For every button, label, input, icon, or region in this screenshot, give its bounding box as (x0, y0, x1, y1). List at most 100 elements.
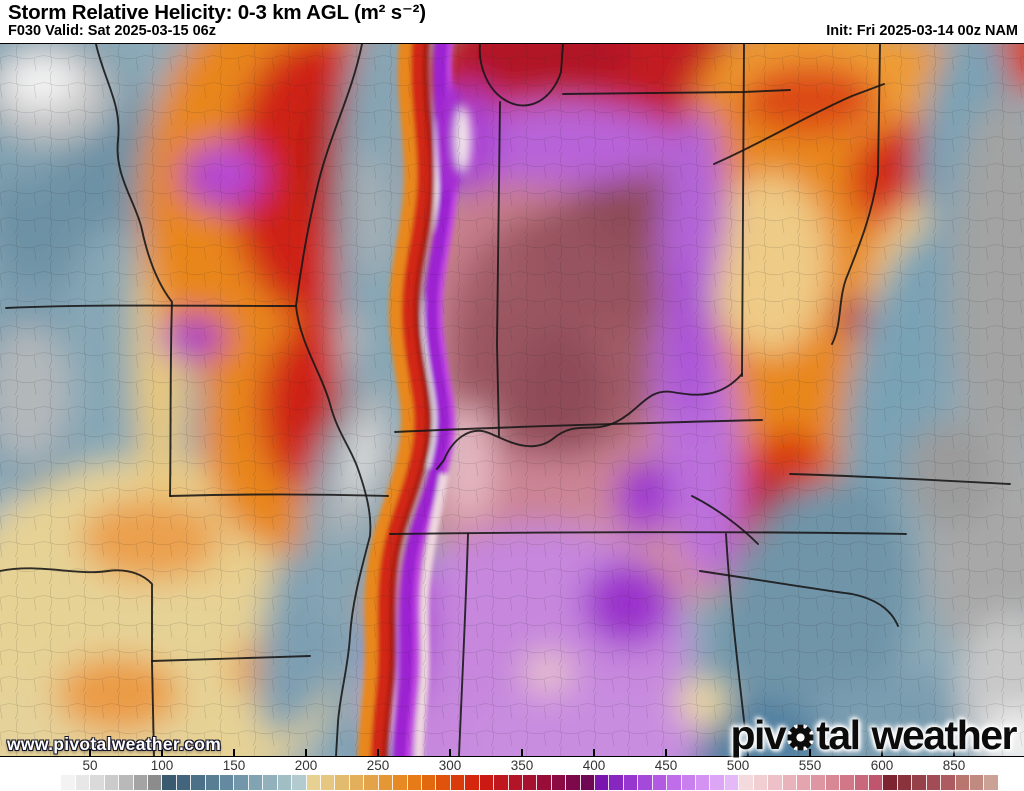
colorbar-cell (263, 775, 278, 790)
colorbar-tick-label: 250 (366, 758, 390, 773)
colorbar-tick-label: 300 (438, 758, 462, 773)
colorbar-cell (652, 775, 668, 790)
colorbar-cell (494, 775, 509, 790)
valid-time-label: F030 Valid: Sat 2025-03-15 06z (8, 23, 216, 39)
colorbar-cell (609, 775, 624, 790)
colorbar-cell (306, 775, 322, 790)
colorbar-tick-mark (593, 749, 595, 756)
colorbar-cell (335, 775, 350, 790)
colorbar (47, 775, 998, 790)
colorbar-cell (796, 775, 812, 790)
colorbar-cell (162, 775, 177, 790)
colorbar-cell (883, 775, 898, 790)
colorbar-tick-mark (665, 749, 667, 756)
colorbar-cell (61, 775, 76, 790)
colorbar-cell (176, 775, 192, 790)
colorbar-cell (580, 775, 596, 790)
colorbar-cell (436, 775, 451, 790)
colorbar-cell (782, 775, 797, 790)
colorbar-cell (724, 775, 740, 790)
colorbar-tick-label: 450 (654, 758, 678, 773)
colorbar-cell (508, 775, 523, 790)
colorbar-cell (321, 775, 336, 790)
state-borders (0, 44, 1011, 756)
colorbar-tick-mark (161, 749, 163, 756)
colorbar-cell (638, 775, 653, 790)
colorbar-cell (248, 775, 264, 790)
colorbar-cell (133, 775, 148, 790)
colorbar-tick-mark (377, 749, 379, 756)
county-lines-texture (0, 44, 1024, 756)
colorbar-cell (926, 775, 942, 790)
colorbar-cell (90, 775, 105, 790)
colorbar-tick-label: 400 (582, 758, 606, 773)
colorbar-cell (47, 775, 62, 790)
colorbar-cell (854, 775, 870, 790)
colorbar-cell (912, 775, 927, 790)
colorbar-cell (479, 775, 495, 790)
colorbar-tick-mark (881, 749, 883, 756)
colorbar-tick-mark (233, 749, 235, 756)
colorbar-cell (522, 775, 538, 790)
page-title: Storm Relative Helicity: 0-3 km AGL (m² … (8, 1, 426, 24)
colorbar-cell (421, 775, 437, 790)
colorbar-tick-mark (521, 749, 523, 756)
colorbar-cell (955, 775, 970, 790)
colorbar-cell (825, 775, 841, 790)
helicity-map: www.pivotalweather.com piv tal weather (0, 43, 1024, 757)
colorbar-tick-mark (449, 749, 451, 756)
colorbar-cell (695, 775, 711, 790)
colorbar-cell (393, 775, 408, 790)
colorbar-cell (119, 775, 134, 790)
helicity-map-svg (0, 44, 1024, 756)
logo-text-piv: piv (730, 712, 786, 758)
colorbar-cell (811, 775, 826, 790)
colorbar-tick-mark (809, 749, 811, 756)
colorbar-cell (407, 775, 422, 790)
colorbar-tick-label: 150 (222, 758, 246, 773)
colorbar-tick-label: 600 (870, 758, 894, 773)
init-time-label: Init: Fri 2025-03-14 00z NAM (826, 23, 1018, 39)
colorbar-cell (465, 775, 480, 790)
colorbar-cell (450, 775, 466, 790)
colorbar-cell (349, 775, 365, 790)
header: Storm Relative Helicity: 0-3 km AGL (m² … (0, 0, 1024, 43)
colorbar-tick-label: 850 (942, 758, 966, 773)
logo-text-weather: weather (871, 712, 1018, 758)
colorbar-tick-label: 50 (82, 758, 98, 773)
colorbar-cell (710, 775, 725, 790)
colorbar-cell (537, 775, 552, 790)
colorbar-cell (840, 775, 855, 790)
colorbar-cell (869, 775, 884, 790)
colorbar-cell (234, 775, 249, 790)
colorbar-cell (984, 775, 998, 790)
colorbar-cell (364, 775, 379, 790)
gear-icon (787, 724, 814, 751)
colorbar-cell (595, 775, 610, 790)
colorbar-tick-label: 200 (294, 758, 318, 773)
colorbar-cell (551, 775, 567, 790)
colorbar-cell (277, 775, 293, 790)
colorbar-cell (768, 775, 783, 790)
logo-text-tal: tal (816, 712, 861, 758)
colorbar-cell (292, 775, 307, 790)
colorbar-cell (941, 775, 956, 790)
watermark: www.pivotalweather.com (7, 734, 222, 754)
colorbar-cell (753, 775, 769, 790)
colorbar-cell (220, 775, 235, 790)
colorbar-cell (104, 775, 120, 790)
colorbar-tick-label: 550 (798, 758, 822, 773)
colorbar-cell (191, 775, 206, 790)
colorbar-cell (739, 775, 754, 790)
colorbar-cell (970, 775, 985, 790)
colorbar-tick-mark (953, 749, 955, 756)
colorbar-cell (681, 775, 696, 790)
colorbar-cell (75, 775, 91, 790)
colorbar-cell (897, 775, 913, 790)
colorbar-tick-mark (737, 749, 739, 756)
colorbar-cell (667, 775, 682, 790)
colorbar-tick-mark (305, 749, 307, 756)
colorbar-cell (623, 775, 639, 790)
colorbar-tick-mark (89, 749, 91, 756)
colorbar-cell (147, 775, 163, 790)
